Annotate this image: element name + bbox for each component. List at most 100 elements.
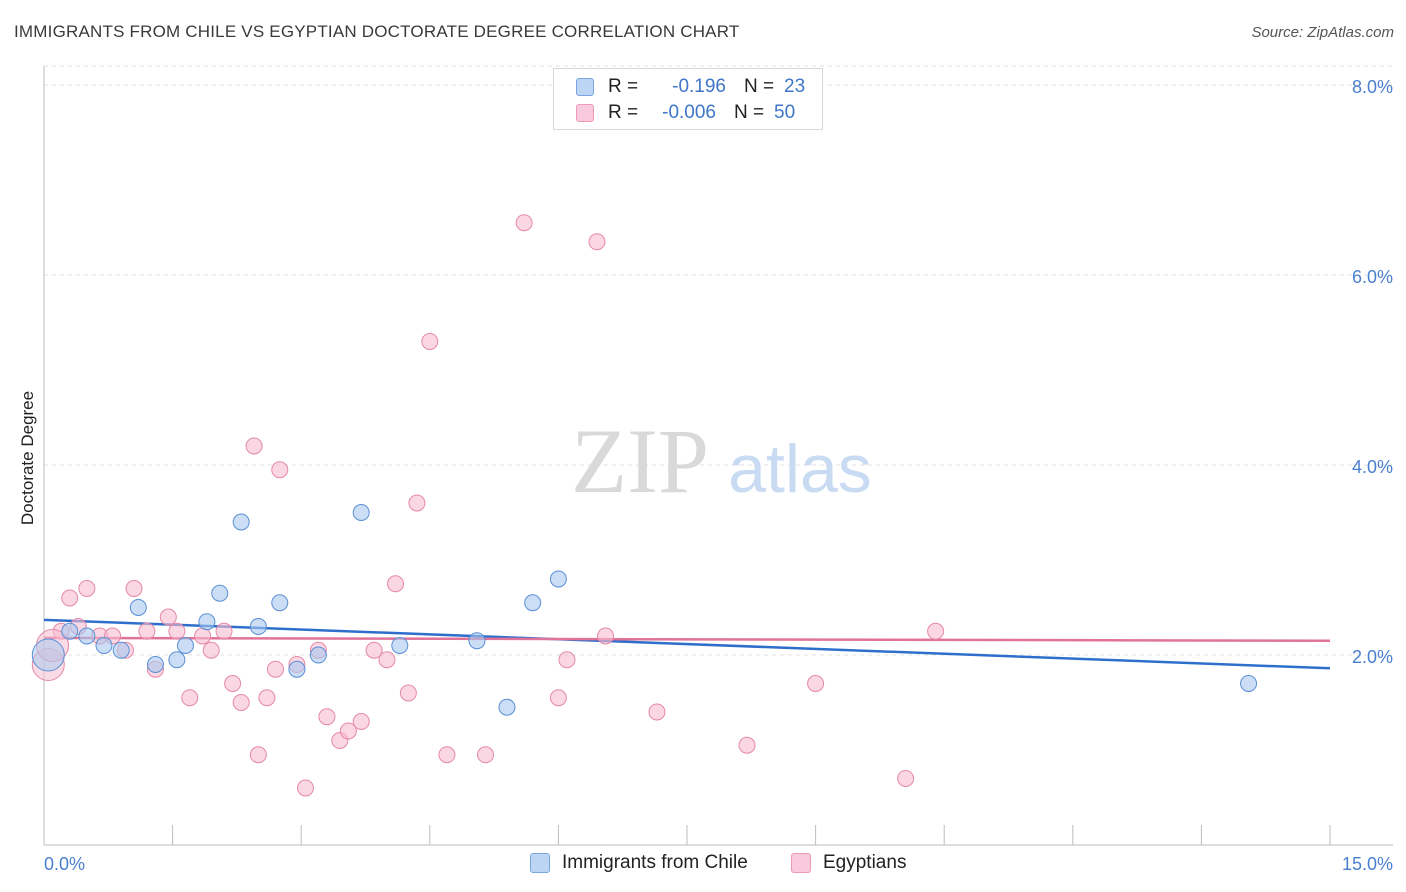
point-egyptians bbox=[421, 333, 439, 350]
point-egyptians bbox=[296, 779, 314, 797]
point-egyptians bbox=[181, 689, 199, 707]
point-egyptians bbox=[365, 641, 383, 659]
point-chile bbox=[31, 638, 65, 672]
point-chile bbox=[391, 637, 409, 654]
point-egyptians bbox=[408, 494, 426, 512]
point-chile bbox=[176, 637, 194, 654]
r-value: -0.196 bbox=[672, 76, 726, 97]
n-label: N = bbox=[744, 76, 775, 97]
point-egyptians bbox=[168, 622, 186, 640]
point-chile bbox=[1240, 675, 1258, 692]
point-egyptians bbox=[477, 746, 495, 764]
axes bbox=[43, 66, 1393, 846]
y-tick-label: 6.0% bbox=[1352, 267, 1393, 287]
point-egyptians bbox=[138, 622, 156, 640]
point-chile bbox=[309, 646, 327, 664]
point-chile bbox=[249, 618, 267, 635]
point-egyptians bbox=[194, 627, 212, 645]
n-value: 50 bbox=[774, 102, 796, 123]
y-tick-label: 8.0% bbox=[1352, 77, 1393, 97]
point-egyptians bbox=[378, 651, 396, 669]
legend-item-egyptians: Egyptians bbox=[791, 852, 906, 874]
trend-lines bbox=[43, 618, 1331, 670]
point-egyptians bbox=[215, 622, 233, 640]
point-chile bbox=[211, 584, 229, 602]
point-egyptians bbox=[266, 660, 284, 678]
source-credit: Source: ZipAtlas.com bbox=[1251, 24, 1394, 41]
n-label: N = bbox=[734, 102, 765, 123]
point-egyptians bbox=[224, 675, 242, 692]
point-egyptians bbox=[897, 770, 915, 787]
r-label: R = bbox=[608, 102, 639, 123]
point-chile bbox=[498, 698, 516, 716]
point-egyptians bbox=[549, 689, 567, 707]
point-egyptians bbox=[738, 736, 756, 754]
point-chile bbox=[95, 637, 113, 654]
point-egyptians bbox=[648, 703, 666, 721]
x-max-label: 15.0% bbox=[1342, 854, 1393, 874]
legend-swatch-chile bbox=[576, 78, 594, 96]
trend-line-egyptians bbox=[43, 636, 1331, 642]
point-chile bbox=[129, 599, 147, 616]
trend-line-chile bbox=[43, 618, 1331, 670]
point-egyptians bbox=[258, 689, 276, 707]
point-egyptians bbox=[318, 708, 336, 726]
point-egyptians bbox=[271, 461, 289, 479]
point-egyptians bbox=[352, 713, 370, 730]
r-value: -0.006 bbox=[662, 102, 716, 123]
legend-label-egyptians: Egyptians bbox=[823, 852, 907, 873]
point-egyptians bbox=[78, 580, 96, 597]
legend-row-egyptians: R = -0.006 N = 50 bbox=[576, 101, 795, 125]
r-label: R = bbox=[608, 76, 639, 97]
chart-title: IMMIGRANTS FROM CHILE VS EGYPTIAN DOCTOR… bbox=[14, 22, 740, 41]
point-egyptians bbox=[597, 627, 615, 645]
y-tick-label: 2.0% bbox=[1352, 647, 1393, 667]
legend-item-chile: Immigrants from Chile bbox=[530, 852, 748, 874]
point-chile bbox=[112, 641, 130, 659]
point-egyptians bbox=[339, 722, 357, 740]
point-egyptians bbox=[927, 622, 945, 640]
point-egyptians bbox=[588, 233, 606, 251]
point-chile bbox=[549, 570, 567, 588]
point-egyptians bbox=[515, 214, 533, 232]
watermark-atlas: atlas bbox=[728, 431, 872, 507]
n-value: 23 bbox=[784, 76, 806, 97]
y-tick-label: 4.0% bbox=[1352, 457, 1393, 477]
point-chile bbox=[352, 504, 370, 521]
point-egyptians bbox=[232, 694, 250, 711]
point-chile bbox=[524, 594, 542, 612]
correlation-legend: R = -0.196 N = 23 R = -0.006 N = 50 bbox=[553, 68, 823, 130]
point-egyptians bbox=[387, 575, 405, 593]
x-min-label: 0.0% bbox=[44, 854, 85, 874]
point-egyptians bbox=[249, 746, 267, 764]
legend-row-chile: R = -0.196 N = 23 bbox=[576, 75, 805, 99]
point-chile bbox=[198, 613, 216, 631]
point-egyptians bbox=[438, 746, 456, 764]
legend-swatch-chile bbox=[530, 853, 550, 873]
point-egyptians bbox=[807, 675, 825, 692]
point-egyptians bbox=[159, 608, 177, 626]
point-egyptians bbox=[558, 651, 576, 669]
grid-lines bbox=[44, 65, 1393, 656]
legend-swatch-egyptians bbox=[791, 853, 811, 873]
point-chile bbox=[271, 594, 289, 612]
point-egyptians bbox=[125, 580, 143, 597]
point-chile bbox=[288, 660, 306, 678]
legend-label-chile: Immigrants from Chile bbox=[562, 852, 748, 873]
point-chile bbox=[468, 632, 486, 650]
point-chile bbox=[146, 656, 164, 673]
point-egyptians bbox=[61, 589, 79, 607]
point-chile bbox=[168, 651, 186, 669]
data-points bbox=[31, 214, 1258, 797]
watermark-zip: ZIP bbox=[571, 410, 709, 512]
series-legend: Immigrants from Chile Egyptians bbox=[0, 852, 1406, 878]
point-egyptians bbox=[399, 684, 417, 702]
point-chile bbox=[232, 513, 250, 531]
point-chile bbox=[61, 622, 79, 640]
point-egyptians bbox=[245, 437, 263, 455]
point-chile bbox=[78, 627, 96, 645]
tick-labels: 2.0% 4.0% 6.0% 8.0% bbox=[1352, 77, 1393, 667]
legend-swatch-egyptians bbox=[576, 104, 594, 122]
point-egyptians bbox=[202, 641, 220, 659]
